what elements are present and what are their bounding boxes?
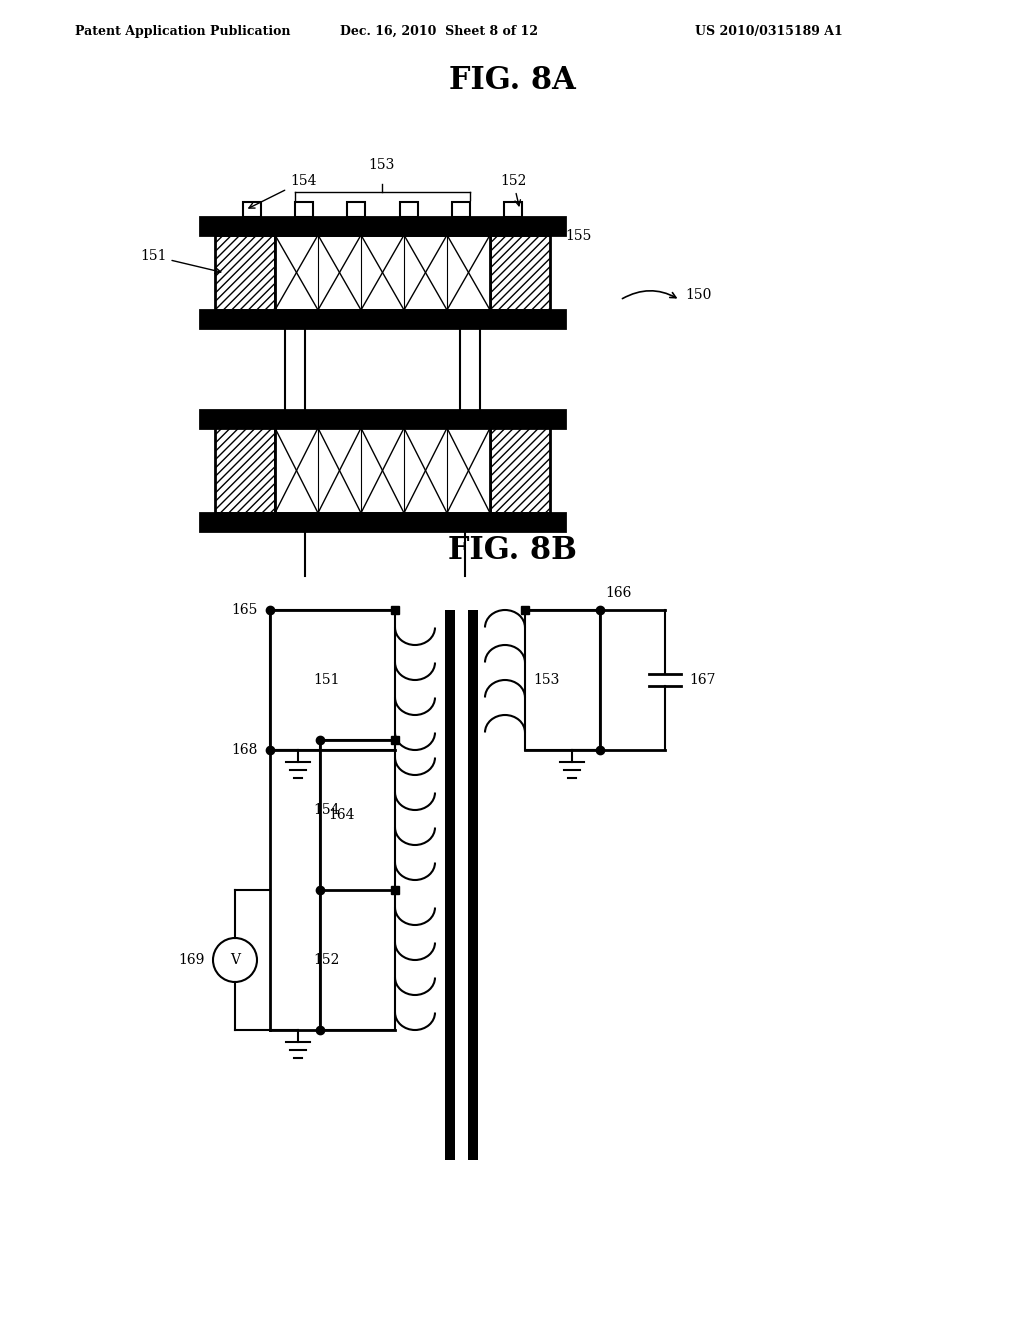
- Bar: [452, 202, 470, 216]
- Bar: [200, 513, 565, 531]
- Bar: [215, 428, 275, 513]
- Text: FIG. 8A: FIG. 8A: [449, 65, 575, 96]
- Text: 165: 165: [231, 603, 258, 616]
- Text: 151: 151: [313, 673, 340, 686]
- Text: 153: 153: [369, 158, 395, 172]
- Bar: [445, 610, 455, 1160]
- Bar: [399, 202, 418, 216]
- Text: 152: 152: [313, 953, 340, 968]
- Text: 154: 154: [249, 174, 316, 209]
- Bar: [525, 610, 600, 750]
- Bar: [200, 216, 565, 235]
- Text: 153: 153: [534, 673, 559, 686]
- Bar: [504, 202, 522, 216]
- Bar: [319, 741, 395, 1030]
- Bar: [275, 428, 490, 513]
- Bar: [347, 202, 366, 216]
- Text: 164: 164: [328, 808, 354, 822]
- Bar: [200, 411, 565, 428]
- Text: 154: 154: [313, 803, 340, 817]
- Text: Patent Application Publication: Patent Application Publication: [75, 25, 291, 38]
- Bar: [468, 610, 478, 1160]
- Bar: [270, 610, 395, 750]
- Text: US 2010/0315189 A1: US 2010/0315189 A1: [695, 25, 843, 38]
- Bar: [200, 411, 565, 428]
- Bar: [200, 310, 565, 327]
- Text: 169: 169: [178, 953, 205, 968]
- Bar: [243, 202, 261, 216]
- Text: FIG. 8B: FIG. 8B: [447, 535, 577, 566]
- Bar: [295, 202, 313, 216]
- Bar: [200, 216, 565, 235]
- Text: 166: 166: [605, 586, 632, 601]
- Text: Dec. 16, 2010  Sheet 8 of 12: Dec. 16, 2010 Sheet 8 of 12: [340, 25, 538, 38]
- Text: 150: 150: [685, 288, 712, 302]
- Text: 168: 168: [231, 743, 258, 756]
- Bar: [275, 235, 490, 310]
- Bar: [200, 310, 565, 327]
- Text: 155: 155: [557, 228, 592, 243]
- Bar: [200, 513, 565, 531]
- Bar: [490, 428, 550, 513]
- Text: V: V: [230, 953, 240, 968]
- Bar: [215, 235, 275, 310]
- Text: 151: 151: [140, 249, 221, 273]
- Text: 167: 167: [689, 673, 716, 686]
- Bar: [490, 235, 550, 310]
- Text: 152: 152: [500, 174, 526, 206]
